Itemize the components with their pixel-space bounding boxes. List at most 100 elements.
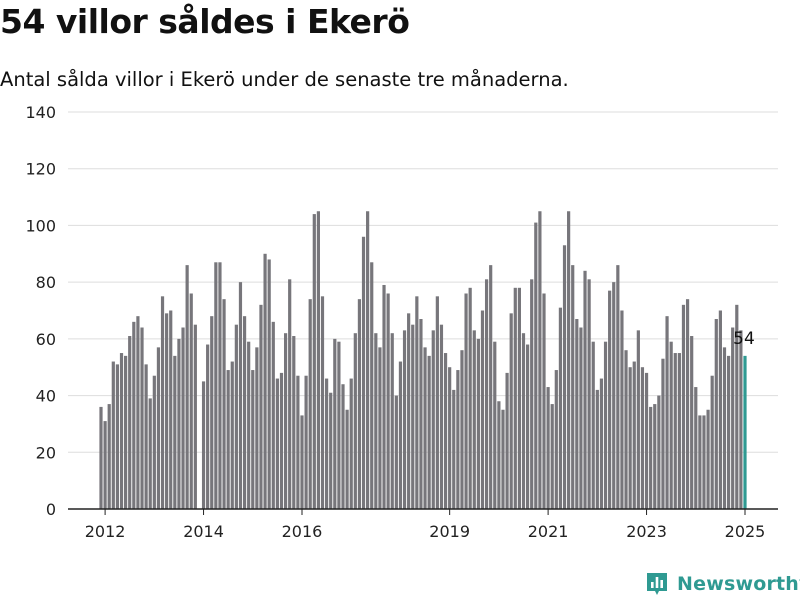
bar [431, 330, 435, 509]
bar [657, 395, 661, 509]
bar [255, 347, 259, 509]
bar [165, 313, 169, 509]
brand-name: Newsworthy [677, 573, 800, 595]
bar [349, 378, 353, 509]
bar [378, 347, 382, 509]
bar [300, 415, 304, 509]
bar [312, 214, 316, 509]
bar [181, 327, 185, 509]
bar [292, 336, 296, 509]
bar [632, 361, 636, 509]
bar [497, 401, 501, 509]
bar [649, 406, 653, 509]
bar [468, 287, 472, 509]
newsworthy-logo: Newsworthy [645, 570, 800, 598]
bar [333, 338, 337, 509]
bar [185, 265, 189, 509]
bar [735, 304, 739, 509]
x-axis-tick-labels: 2012 2014 2016 2019 2021 2023 2025 [85, 509, 765, 541]
bar [677, 353, 681, 509]
bar [210, 316, 214, 509]
bar [193, 324, 197, 509]
bar [337, 341, 341, 509]
bar [329, 392, 333, 509]
y-tick-label: 40 [36, 387, 56, 406]
bar [661, 358, 665, 509]
bar [124, 355, 128, 509]
bar [366, 211, 370, 509]
bar [448, 367, 452, 509]
y-tick-label: 80 [36, 273, 56, 292]
bar [152, 375, 156, 509]
bar [283, 333, 288, 509]
bar [411, 324, 415, 509]
bar [579, 327, 583, 509]
x-tick-label: 2023 [626, 522, 667, 541]
bar [472, 330, 476, 509]
bar [521, 333, 526, 509]
bar [583, 270, 587, 509]
bar [562, 245, 567, 509]
bar [316, 211, 320, 509]
bar [115, 364, 120, 509]
bar [726, 355, 731, 509]
bar [99, 406, 103, 509]
bar [279, 372, 284, 509]
bar [320, 296, 325, 509]
bar [394, 395, 398, 509]
y-tick-label: 120 [25, 160, 56, 179]
bar [718, 310, 722, 509]
bar [669, 341, 673, 509]
bar [706, 409, 710, 509]
bar [382, 284, 386, 509]
bar [690, 336, 694, 509]
bar [169, 310, 173, 509]
bar [673, 353, 677, 509]
bar [304, 375, 308, 509]
bar [480, 310, 485, 509]
bar [308, 299, 312, 509]
bar [534, 222, 538, 509]
bar [357, 299, 362, 509]
bar [571, 265, 575, 509]
bar [160, 296, 165, 509]
bar [238, 282, 243, 509]
bar [694, 387, 698, 509]
bar [156, 347, 161, 509]
bars [99, 211, 747, 509]
y-tick-label: 100 [25, 216, 56, 235]
bar [148, 398, 152, 509]
bar [587, 279, 591, 509]
bar [423, 347, 427, 509]
bar [201, 381, 206, 509]
bar [214, 262, 218, 509]
bar [464, 293, 468, 509]
bar [546, 387, 550, 509]
bar [484, 279, 489, 509]
bar [714, 319, 718, 509]
y-tick-label: 60 [36, 330, 56, 349]
bar [234, 324, 238, 509]
bar [341, 384, 345, 509]
bar [136, 316, 140, 509]
bar [567, 211, 571, 509]
bar [119, 353, 124, 509]
bar [636, 330, 640, 509]
bar [550, 404, 554, 509]
bar [685, 299, 690, 509]
x-tick-label: 2014 [183, 522, 224, 541]
bar [702, 415, 706, 509]
bar [501, 409, 505, 509]
bar [628, 367, 632, 509]
chart-subtitle: Antal sålda villor i Ekerö under de sena… [0, 68, 569, 91]
bar [731, 327, 735, 509]
bar [361, 236, 366, 509]
bar [128, 336, 132, 509]
bar [345, 409, 349, 509]
bar [419, 319, 423, 509]
bar [452, 389, 456, 509]
bar [415, 296, 419, 509]
bar [251, 370, 255, 509]
bar [476, 338, 480, 509]
bar [439, 324, 444, 509]
